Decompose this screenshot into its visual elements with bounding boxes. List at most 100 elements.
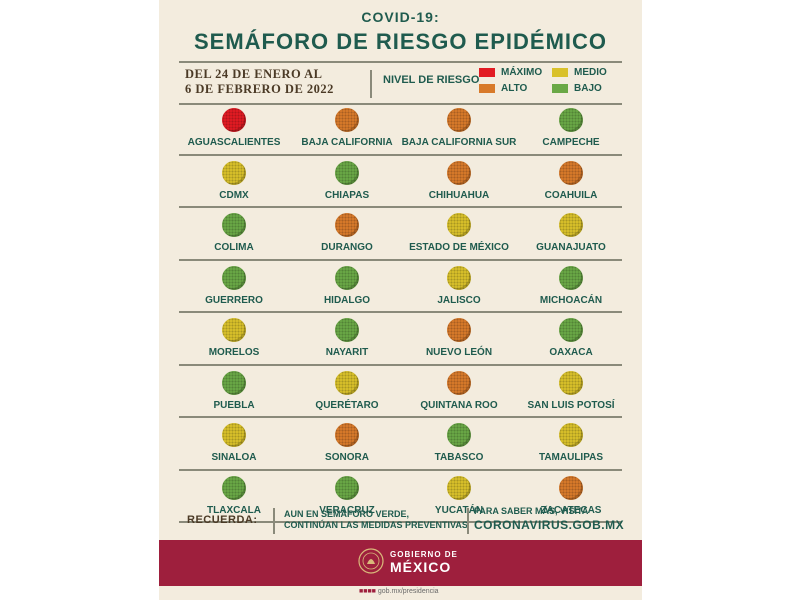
state-name: PUEBLA: [213, 399, 255, 411]
divider: [370, 70, 372, 98]
risk-indicator-icon: [335, 108, 359, 132]
risk-level-title: NIVEL DE RIESGO: [383, 74, 480, 86]
website-link[interactable]: CORONAVIRUS.GOB.MX: [474, 518, 625, 532]
risk-indicator-icon: [559, 318, 583, 342]
state-name: QUINTANA ROO: [420, 399, 498, 411]
risk-indicator-icon: [559, 475, 583, 500]
legend-bar: DEL 24 DE ENERO AL 6 DE FEBRERO DE 2022 …: [179, 61, 622, 105]
risk-indicator-icon: [222, 318, 246, 342]
state-cell: JALISCO: [404, 261, 514, 311]
state-name: COLIMA: [214, 242, 254, 253]
government-logo: GOBIERNO DE MÉXICO: [358, 548, 458, 574]
social-icons: ■■■■: [359, 588, 378, 595]
divider: [467, 508, 469, 534]
risk-indicator-icon: [447, 370, 471, 395]
state-name: TLAXCALA: [207, 504, 261, 516]
state-name: ZACATECAS: [540, 504, 602, 516]
state-row: CDMX CHIAPAS CHIHUAHUA COAHUILA: [179, 156, 622, 208]
state-cell: QUERÉTARO: [292, 366, 402, 416]
measures-line-1: AUN EN SEMÁFORO VERDE,: [284, 509, 410, 519]
state-name: TAMAULIPAS: [538, 452, 604, 463]
risk-indicator-icon: [335, 423, 359, 447]
measures-line-2: CONTINÚAN LAS MEDIDAS PREVENTIVAS: [284, 520, 468, 530]
risk-indicator-icon: [559, 370, 583, 395]
state-cell: SAN LUIS POTOSÍ: [516, 366, 626, 416]
state-name: OAXACA: [549, 347, 593, 358]
state-name: NUEVO LEÓN: [425, 347, 493, 358]
state-cell: CAMPECHE: [516, 103, 626, 153]
state-cell: HIDALGO: [292, 261, 402, 311]
social-url[interactable]: gob.mx/presidencia: [377, 588, 439, 595]
state-cell: TAMAULIPAS: [516, 418, 626, 468]
risk-indicator-icon: [335, 318, 359, 342]
date-line-2: 6 DE FEBRERO DE 2022: [185, 82, 334, 96]
state-cell: QUINTANA ROO: [404, 366, 514, 416]
state-name: MICHOACÁN: [539, 294, 603, 306]
state-cell: CHIHUAHUA: [404, 156, 514, 206]
risk-indicator-icon: [222, 265, 246, 290]
date-range: DEL 24 DE ENERO AL 6 DE FEBRERO DE 2022: [185, 67, 334, 97]
poster-header: COVID-19: SEMÁFORO DE RIESGO EPIDÉMICO: [159, 8, 642, 55]
risk-indicator-icon: [447, 265, 471, 290]
risk-indicator-icon: [447, 475, 471, 500]
state-name: ESTADO DE MÉXICO: [409, 242, 509, 253]
state-name: CDMX: [219, 189, 249, 201]
legend-medio: MEDIO: [552, 67, 607, 78]
state-cell: NAYARIT: [292, 313, 402, 363]
state-cell: BAJA CALIFORNIA SUR: [402, 103, 516, 153]
state-cell: VERACRUZ: [292, 471, 402, 521]
maximo-swatch: [479, 68, 495, 77]
state-cell: TLAXCALA: [179, 471, 289, 521]
government-band: GOBIERNO DE MÉXICO: [159, 540, 642, 586]
risk-indicator-icon: [335, 475, 359, 500]
state-name: NAYARIT: [325, 347, 369, 358]
state-name: SINALOA: [211, 452, 257, 463]
state-cell: GUANAJUATO: [516, 208, 626, 258]
state-row: SINALOA SONORA TABASCO TAMAULIPAS: [179, 418, 622, 471]
state-name: DURANGO: [321, 242, 373, 253]
risk-indicator-icon: [222, 213, 246, 237]
state-name: MORELOS: [208, 347, 260, 358]
state-name: AGUASCALIENTES: [187, 137, 281, 148]
eagle-seal-icon: [358, 548, 384, 574]
risk-indicator-icon: [559, 423, 583, 447]
state-name: YUCATÁN: [434, 504, 484, 516]
state-cell: CHIAPAS: [292, 156, 402, 206]
state-cell: COLIMA: [179, 208, 289, 258]
state-name: CHIHUAHUA: [428, 189, 490, 201]
government-wordmark: GOBIERNO DE MÉXICO: [390, 548, 458, 574]
footer-reminder: RECUERDA: AUN EN SEMÁFORO VERDE, CONTINÚ…: [179, 504, 625, 537]
state-cell: OAXACA: [516, 313, 626, 363]
alto-swatch: [479, 84, 495, 93]
medio-swatch: [552, 68, 568, 77]
state-name: BAJA CALIFORNIA SUR: [401, 137, 517, 148]
state-cell: YUCATÁN: [404, 471, 514, 521]
state-name: SONORA: [325, 452, 369, 463]
social-strip: ■■■■ gob.mx/presidencia: [159, 586, 642, 600]
legend-medio-label: MEDIO: [574, 67, 607, 78]
legend-bajo-label: BAJO: [574, 83, 602, 94]
risk-indicator-icon: [559, 160, 583, 185]
risk-indicator-icon: [447, 423, 471, 447]
state-name: CHIAPAS: [324, 189, 370, 201]
state-row: GUERRERO HIDALGO JALISCO MICHOACÁN: [179, 261, 622, 313]
state-cell: CDMX: [179, 156, 289, 206]
legend-bajo: BAJO: [552, 83, 602, 94]
legend-maximo-label: MÁXIMO: [501, 67, 543, 78]
state-row: COLIMA DURANGO ESTADO DE MÉXICO GUANAJUATO: [179, 208, 622, 261]
risk-indicator-icon: [222, 370, 246, 395]
state-cell: SINALOA: [179, 418, 289, 468]
risk-indicator-icon: [222, 108, 246, 132]
risk-indicator-icon: [335, 370, 359, 395]
page-title: SEMÁFORO DE RIESGO EPIDÉMICO: [193, 29, 608, 54]
bajo-swatch: [552, 84, 568, 93]
state-row: MORELOS NAYARIT NUEVO LEÓN OAXACA: [179, 313, 622, 366]
legend-alto-label: ALTO: [501, 83, 528, 94]
risk-indicator-icon: [335, 160, 359, 185]
state-cell: ZACATECAS: [516, 471, 626, 521]
legend-maximo: MÁXIMO: [479, 67, 542, 78]
risk-indicator-icon: [447, 160, 471, 185]
state-name: TABASCO: [434, 452, 484, 463]
visit-text: PARA SABER MÁS, VISITA: [474, 506, 589, 516]
state-cell: MICHOACÁN: [516, 261, 626, 311]
